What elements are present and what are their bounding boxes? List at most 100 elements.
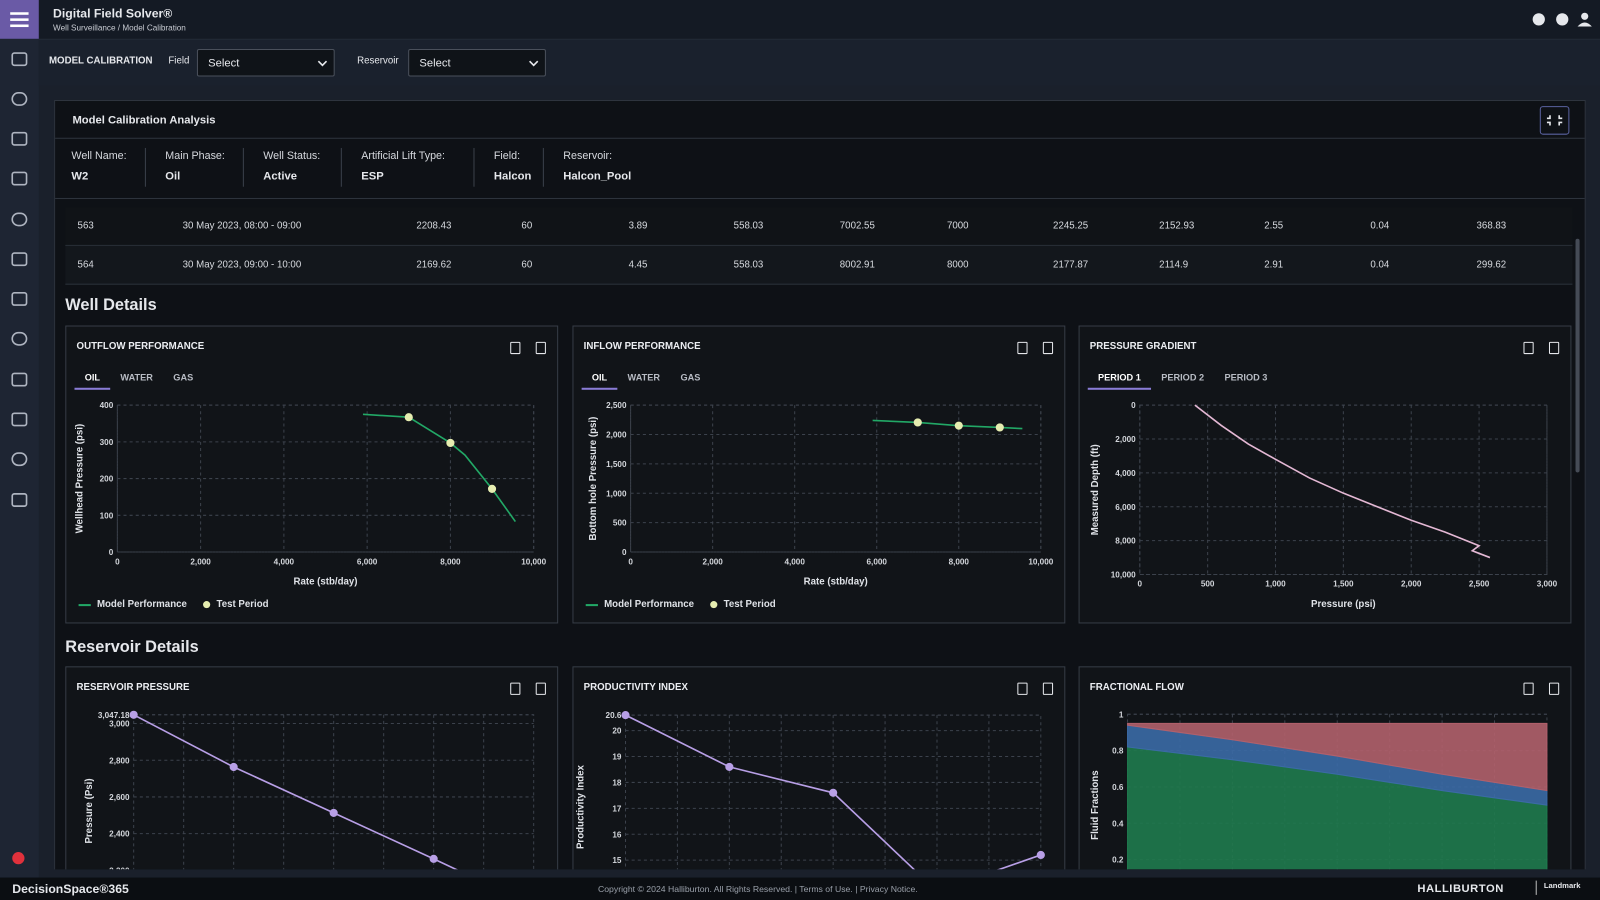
x-axis-label: Rate (stb/day): [804, 577, 868, 588]
reservoir-label: Reservoir: [357, 55, 399, 67]
tab[interactable]: OIL: [581, 367, 618, 390]
legend-swatch: [710, 601, 718, 609]
y-tick-label: 2,800: [109, 756, 130, 765]
data-point: [329, 808, 338, 817]
nav-icon[interactable]: [11, 412, 28, 427]
info-label: Artificial Lift Type:: [361, 149, 445, 163]
y-tick-label: 8,000: [1115, 537, 1136, 546]
legend-item[interactable]: Model Performance: [78, 599, 187, 610]
scrollbar[interactable]: [1575, 238, 1580, 473]
reservoir-select[interactable]: Select: [408, 48, 546, 77]
table-row: 563 30 May 2023, 08:00 - 09:00 2208.43 60 3.…: [65, 207, 1573, 246]
info-icon[interactable]: [1532, 13, 1545, 26]
legend-item[interactable]: Model Performance: [585, 599, 694, 610]
tab[interactable]: GAS: [680, 372, 701, 383]
card-action[interactable]: [1017, 682, 1028, 695]
help-icon[interactable]: [1556, 13, 1569, 26]
legend-item[interactable]: Test Period: [203, 598, 269, 611]
y-tick-label: 0: [622, 548, 627, 557]
status-icon[interactable]: [12, 852, 25, 865]
y-axis-label: Fluid Fractions: [1090, 770, 1101, 839]
nav-icon[interactable]: [11, 92, 28, 106]
nav-icon[interactable]: [11, 292, 28, 306]
y-tick-label: 1,500: [606, 460, 627, 469]
y-tick-label: 15: [612, 856, 622, 865]
copyright[interactable]: Copyright © 2024 Halliburton. All Rights…: [597, 883, 918, 894]
field-select[interactable]: Select: [196, 48, 335, 77]
chart-card: RESERVOIR PRESSURE: [65, 666, 559, 870]
x-tick-label: 0: [1138, 580, 1143, 589]
chart-title: PRODUCTIVITY INDEX: [583, 681, 688, 693]
chevron: [529, 60, 539, 67]
tab[interactable]: WATER: [627, 372, 661, 383]
card-action[interactable]: [1042, 341, 1054, 355]
y-axis-label: Wellhead Pressure (psi): [75, 424, 86, 534]
y-tick-label: 300: [100, 438, 114, 447]
card-action[interactable]: [510, 341, 521, 355]
y-tick-label: 0: [1131, 401, 1136, 410]
menu-icon: [10, 12, 29, 28]
table-cell: 7000: [946, 220, 969, 232]
top-bar: Digital Field Solver® Well Surveillance …: [0, 0, 1600, 40]
tab[interactable]: PERIOD 3: [1224, 372, 1268, 383]
card-action[interactable]: [1548, 341, 1560, 355]
nav-icon[interactable]: [11, 372, 28, 387]
tab[interactable]: OIL: [74, 367, 111, 390]
breadcrumb[interactable]: Well Surveillance / Model Calibration: [53, 23, 186, 33]
table-cell: 2208.43: [416, 220, 452, 232]
table-cell: 4.45: [628, 259, 648, 271]
area: [1127, 722, 1548, 792]
legend-item[interactable]: Test Period: [710, 599, 776, 610]
y-tick-label: 1: [1119, 710, 1124, 719]
table-cell: 7002.55: [839, 220, 875, 232]
chart-title: INFLOW PERFORMANCE: [583, 340, 701, 353]
y-tick-label: 500: [613, 519, 627, 528]
collapse-button[interactable]: [1539, 106, 1570, 135]
sublogo: Landmark: [1543, 880, 1581, 890]
tabs: OIL WATER GAS: [74, 367, 203, 390]
nav-icon[interactable]: [11, 212, 28, 227]
info-value: Active: [263, 170, 297, 183]
nav-icon[interactable]: [11, 252, 28, 267]
tab[interactable]: WATER: [120, 372, 153, 383]
card-action[interactable]: [535, 341, 546, 355]
table-cell: 30 May 2023, 08:00 - 09:00: [182, 220, 302, 232]
data-point: [487, 484, 497, 493]
x-tick-label: 1,500: [1333, 580, 1354, 589]
data-point: [429, 854, 438, 863]
card-action[interactable]: [510, 682, 521, 695]
chart-title: FRACTIONAL FLOW: [1089, 681, 1184, 693]
series-line: [1194, 404, 1491, 559]
card-action[interactable]: [1042, 682, 1054, 695]
info-label: Well Name:: [71, 149, 127, 163]
card-action[interactable]: [1017, 341, 1028, 355]
menu-button[interactable]: [0, 0, 39, 39]
table-cell: 60: [521, 259, 533, 271]
tab[interactable]: GAS: [173, 372, 194, 383]
nav-icon[interactable]: [11, 452, 28, 467]
data-point: [954, 421, 963, 430]
tab[interactable]: PERIOD 2: [1161, 372, 1205, 383]
info-label: Main Phase:: [165, 149, 225, 163]
nav-icon[interactable]: [11, 131, 28, 146]
tab[interactable]: PERIOD 1: [1087, 367, 1152, 390]
card-action[interactable]: [1523, 341, 1534, 355]
card-action[interactable]: [1523, 682, 1534, 695]
legend-label: Test Period: [216, 598, 269, 611]
panel-title: Model Calibration Analysis: [72, 114, 216, 127]
nav-icon[interactable]: [11, 331, 28, 346]
y-tick-label: 0.8: [1112, 747, 1124, 756]
nav-icon[interactable]: [11, 171, 28, 186]
card-action[interactable]: [535, 682, 546, 695]
collapse-icon: [1546, 115, 1563, 126]
card-action[interactable]: [1548, 682, 1560, 695]
table-cell: 8002.91: [839, 259, 875, 271]
y-tick-label: 2,000: [606, 431, 627, 440]
nav-icon[interactable]: [11, 493, 28, 507]
x-tick-label: 8,000: [440, 557, 461, 566]
nav-icon[interactable]: [11, 52, 28, 67]
section-title: Well Details: [65, 296, 157, 315]
table-cell: 0.04: [1370, 259, 1390, 271]
user-icon[interactable]: [1581, 12, 1589, 20]
